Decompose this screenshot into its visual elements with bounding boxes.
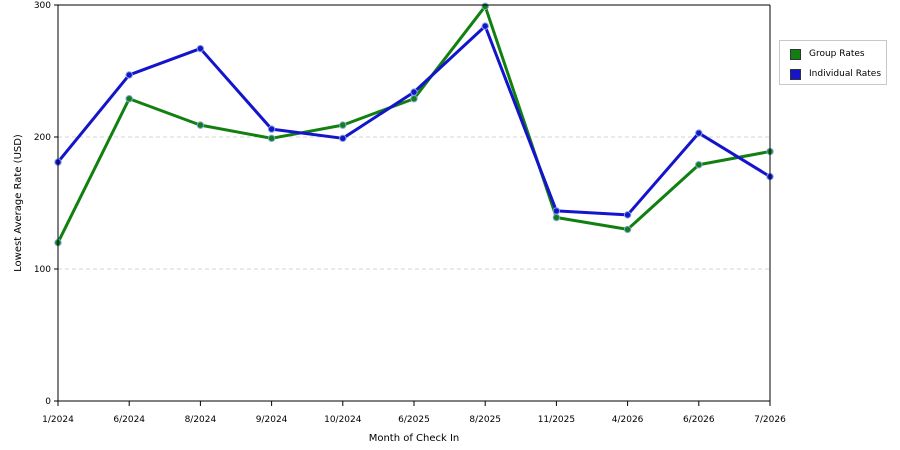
legend-label-individual-rates: Individual Rates — [809, 69, 882, 79]
y-tick-label: 300 — [34, 1, 51, 11]
data-point-individual-rates — [481, 22, 489, 30]
data-point-group-rates — [267, 134, 276, 143]
data-point-group-rates — [196, 121, 205, 129]
x-axis-title: Month of Check In — [369, 433, 460, 444]
y-axis-title: Lowest Average Rate (USD) — [13, 134, 24, 272]
series-layer — [54, 2, 774, 247]
x-tick-label: 9/2024 — [256, 415, 288, 425]
data-point-individual-rates — [410, 88, 418, 96]
data-point-individual-rates — [196, 44, 205, 53]
x-tick-label: 7/2026 — [754, 415, 786, 425]
data-point-individual-rates — [695, 129, 703, 137]
data-point-individual-rates — [623, 211, 632, 219]
x-tick-label: 4/2026 — [612, 415, 644, 425]
data-point-individual-rates — [125, 71, 133, 79]
data-point-group-rates — [410, 95, 418, 103]
y-tick-label: 0 — [45, 397, 51, 407]
data-point-group-rates — [623, 225, 632, 234]
x-tick-label: 8/2025 — [469, 415, 501, 425]
x-tick-label: 6/2026 — [683, 415, 715, 425]
legend-label-group-rates: Group Rates — [809, 49, 865, 59]
x-tick-label: 6/2025 — [398, 415, 430, 425]
legend-item-group-rates: Group Rates — [790, 47, 865, 61]
x-tick-label: 6/2024 — [113, 415, 145, 425]
data-point-individual-rates — [267, 125, 276, 133]
legend-swatch-group-rates — [790, 48, 801, 60]
data-point-individual-rates — [552, 207, 561, 215]
legend-item-individual-rates: Individual Rates — [790, 67, 881, 81]
legend: Group Rates Individual Rates — [779, 40, 887, 85]
grid-lines — [58, 136, 770, 270]
data-point-group-rates — [552, 213, 561, 222]
data-point-group-rates — [339, 121, 347, 129]
data-point-individual-rates — [339, 134, 347, 143]
axes — [57, 4, 771, 402]
series-line-individual-rates — [56, 24, 771, 217]
x-tick-label: 1/2024 — [42, 415, 74, 425]
legend-swatch-individual-rates — [790, 68, 801, 80]
y-tick-label: 100 — [34, 265, 51, 275]
x-tick-label: 8/2024 — [185, 415, 217, 425]
series-line-group-rates — [56, 4, 771, 244]
x-tick-label: 10/2024 — [324, 415, 362, 425]
y-tick-label: 200 — [34, 133, 51, 143]
data-point-group-rates — [695, 161, 703, 169]
data-point-group-rates — [125, 95, 133, 103]
x-tick-label: 11/2025 — [538, 415, 575, 425]
tick-layer: 0 100 200 300 1/2024 6/2024 8/2024 9/2024 10/202… — [34, 1, 786, 425]
data-point-group-rates — [481, 2, 489, 11]
